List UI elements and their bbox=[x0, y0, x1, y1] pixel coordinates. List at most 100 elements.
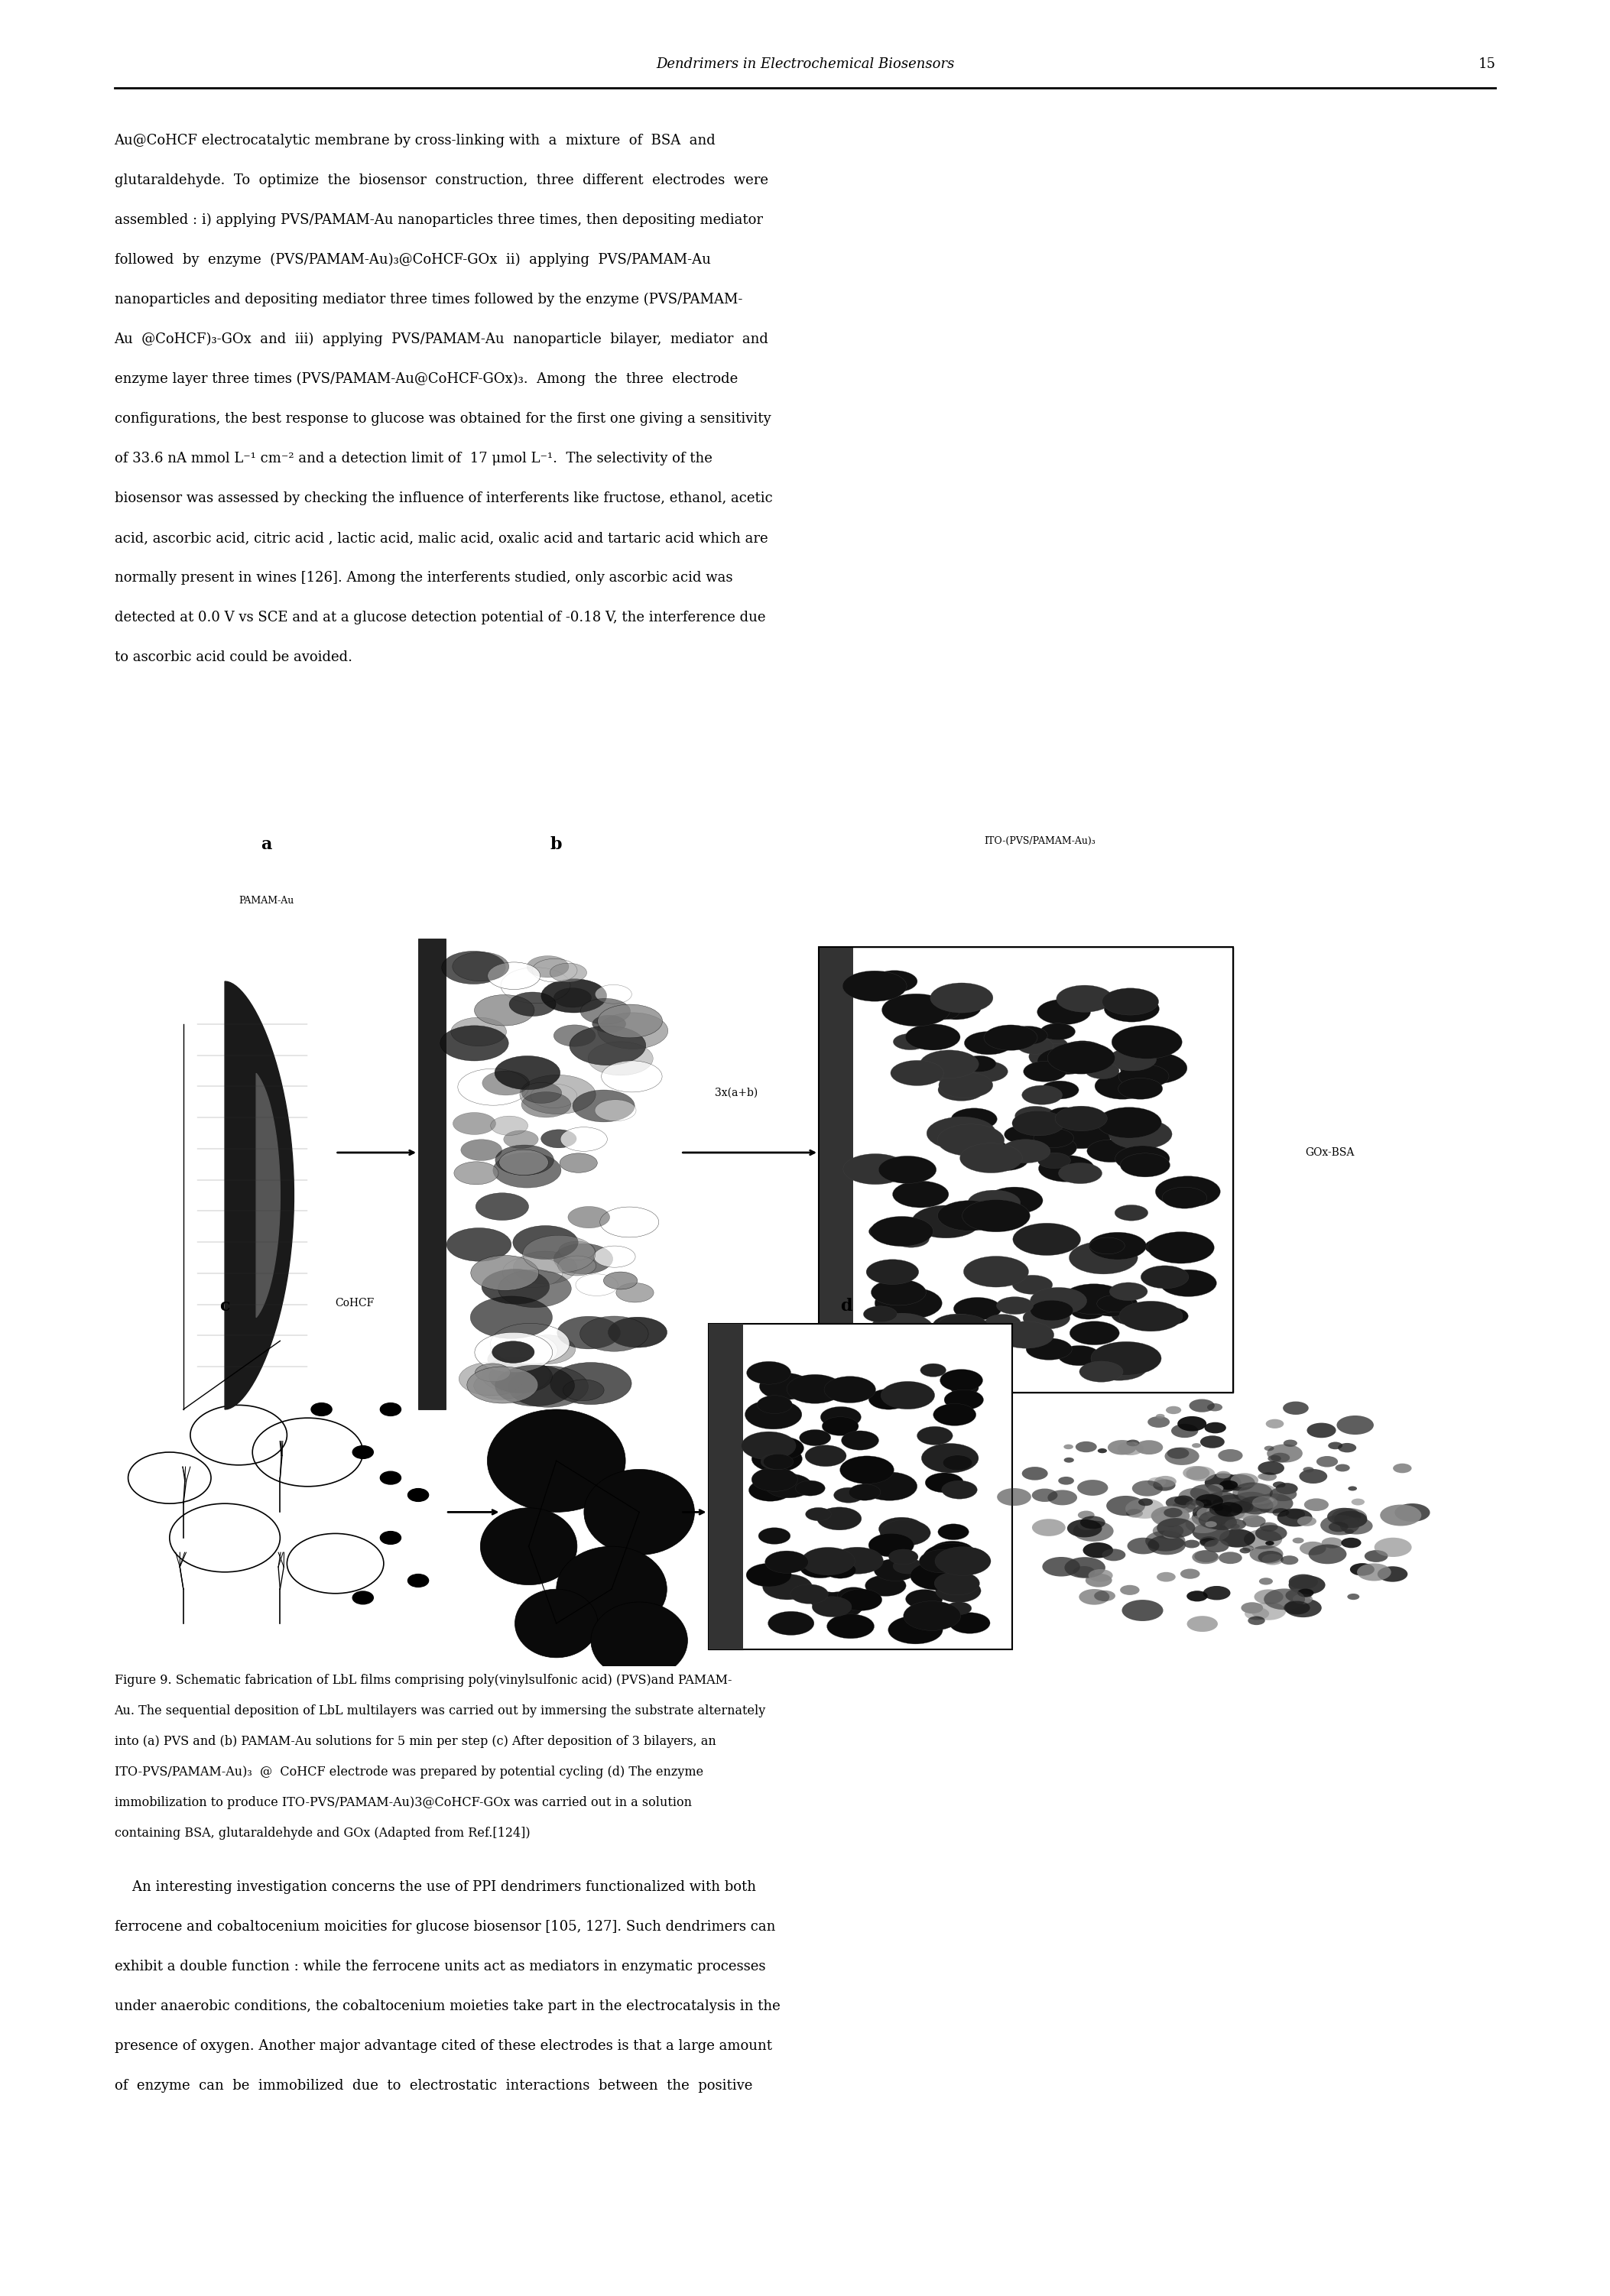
Ellipse shape bbox=[1109, 1118, 1172, 1150]
Ellipse shape bbox=[869, 1389, 908, 1410]
Ellipse shape bbox=[1104, 996, 1159, 1022]
Ellipse shape bbox=[795, 1481, 824, 1495]
Bar bbox=[819, 948, 853, 1391]
Text: CoHCF: CoHCF bbox=[335, 1297, 375, 1309]
Ellipse shape bbox=[916, 1564, 947, 1580]
Ellipse shape bbox=[1153, 1508, 1187, 1527]
Ellipse shape bbox=[1180, 1568, 1199, 1580]
Ellipse shape bbox=[1074, 1290, 1108, 1306]
Ellipse shape bbox=[1013, 1274, 1053, 1295]
Ellipse shape bbox=[1141, 1265, 1188, 1288]
Ellipse shape bbox=[499, 1150, 549, 1176]
Ellipse shape bbox=[998, 1322, 1055, 1348]
Ellipse shape bbox=[1243, 1515, 1265, 1527]
Ellipse shape bbox=[541, 978, 607, 1013]
Ellipse shape bbox=[559, 1242, 596, 1261]
Ellipse shape bbox=[1026, 1339, 1072, 1359]
Ellipse shape bbox=[1198, 1499, 1212, 1506]
Ellipse shape bbox=[871, 1217, 934, 1247]
Ellipse shape bbox=[1156, 1414, 1164, 1419]
Ellipse shape bbox=[531, 960, 578, 983]
Ellipse shape bbox=[1048, 1107, 1082, 1123]
Ellipse shape bbox=[1001, 1139, 1050, 1164]
Ellipse shape bbox=[452, 1114, 496, 1134]
Ellipse shape bbox=[1032, 1520, 1066, 1536]
Ellipse shape bbox=[1059, 1040, 1106, 1063]
Ellipse shape bbox=[905, 1589, 942, 1609]
Ellipse shape bbox=[481, 1270, 549, 1304]
Ellipse shape bbox=[805, 1508, 831, 1520]
Ellipse shape bbox=[1090, 1238, 1125, 1254]
Ellipse shape bbox=[1285, 1589, 1312, 1603]
Ellipse shape bbox=[1148, 1536, 1185, 1554]
Ellipse shape bbox=[935, 1548, 990, 1575]
Ellipse shape bbox=[1183, 1465, 1209, 1481]
Ellipse shape bbox=[1156, 1573, 1175, 1582]
Ellipse shape bbox=[353, 1446, 374, 1458]
Ellipse shape bbox=[1040, 1081, 1079, 1100]
Text: An interesting investigation concerns the use of PPI dendrimers functionalized w: An interesting investigation concerns th… bbox=[114, 1880, 755, 1894]
Ellipse shape bbox=[1196, 1495, 1224, 1508]
Bar bbox=[419, 939, 446, 1410]
Ellipse shape bbox=[1185, 1515, 1220, 1534]
Ellipse shape bbox=[1177, 1417, 1206, 1430]
Ellipse shape bbox=[881, 1382, 935, 1410]
Ellipse shape bbox=[805, 1444, 847, 1467]
Ellipse shape bbox=[1174, 1495, 1193, 1506]
Ellipse shape bbox=[604, 1272, 638, 1290]
Ellipse shape bbox=[454, 1162, 499, 1185]
Text: acid, ascorbic acid, citric acid , lactic acid, malic acid, oxalic acid and tart: acid, ascorbic acid, citric acid , lacti… bbox=[114, 530, 768, 544]
Ellipse shape bbox=[894, 1559, 923, 1573]
Ellipse shape bbox=[1121, 1584, 1140, 1596]
Ellipse shape bbox=[609, 1318, 667, 1348]
Text: b: b bbox=[551, 836, 562, 852]
Ellipse shape bbox=[1075, 1442, 1096, 1453]
Ellipse shape bbox=[1164, 1446, 1199, 1465]
Ellipse shape bbox=[752, 1446, 802, 1472]
Ellipse shape bbox=[800, 1557, 840, 1577]
Ellipse shape bbox=[1232, 1492, 1270, 1513]
Ellipse shape bbox=[520, 1075, 596, 1114]
Ellipse shape bbox=[1228, 1511, 1245, 1518]
Ellipse shape bbox=[1125, 1508, 1143, 1518]
Ellipse shape bbox=[1320, 1515, 1359, 1536]
Text: presence of oxygen. Another major advantage cited of these electrodes is that a : presence of oxygen. Another major advant… bbox=[114, 2039, 771, 2053]
Text: Au@CoHCF electrocatalytic membrane by cross-linking with  a  mixture  of  BSA  a: Au@CoHCF electrocatalytic membrane by cr… bbox=[114, 133, 716, 147]
Ellipse shape bbox=[1322, 1538, 1343, 1548]
Ellipse shape bbox=[1145, 1238, 1180, 1256]
Text: PAMAM-Au: PAMAM-Au bbox=[238, 895, 295, 905]
Ellipse shape bbox=[522, 1093, 572, 1118]
Ellipse shape bbox=[873, 1329, 913, 1348]
Text: immobilization to produce ITO-PVS/PAMAM-Au)3@CoHCF-GOx was carried out in a solu: immobilization to produce ITO-PVS/PAMAM-… bbox=[114, 1795, 691, 1809]
Ellipse shape bbox=[1208, 1483, 1224, 1492]
Text: of  enzyme  can  be  immobilized  due  to  electrostatic  interactions  between : of enzyme can be immobilized due to elec… bbox=[114, 2078, 752, 2092]
Ellipse shape bbox=[1208, 1506, 1227, 1515]
Ellipse shape bbox=[1095, 1591, 1116, 1600]
Bar bbox=[819, 948, 853, 1391]
Ellipse shape bbox=[489, 1359, 552, 1394]
Ellipse shape bbox=[502, 1256, 562, 1288]
Ellipse shape bbox=[1298, 1515, 1317, 1527]
Ellipse shape bbox=[1309, 1545, 1346, 1564]
Ellipse shape bbox=[871, 1279, 926, 1306]
Ellipse shape bbox=[597, 1003, 662, 1038]
Ellipse shape bbox=[440, 1026, 509, 1061]
Ellipse shape bbox=[594, 1247, 636, 1267]
Ellipse shape bbox=[1208, 1515, 1236, 1529]
Ellipse shape bbox=[747, 1362, 791, 1384]
Ellipse shape bbox=[768, 1612, 815, 1635]
Ellipse shape bbox=[890, 1061, 943, 1086]
Ellipse shape bbox=[926, 1575, 953, 1589]
Ellipse shape bbox=[763, 1453, 794, 1469]
Ellipse shape bbox=[1193, 1504, 1228, 1522]
Text: followed  by  enzyme  (PVS/PAMAM-Au)₃@CoHCF-GOx  ii)  applying  PVS/PAMAM-Au: followed by enzyme (PVS/PAMAM-Au)₃@CoHCF… bbox=[114, 253, 710, 266]
Ellipse shape bbox=[1233, 1483, 1274, 1504]
Ellipse shape bbox=[1048, 1042, 1116, 1075]
Ellipse shape bbox=[1277, 1508, 1312, 1527]
Ellipse shape bbox=[531, 1084, 576, 1109]
Ellipse shape bbox=[1304, 1499, 1328, 1511]
Text: containing BSA, glutaraldehyde and GOx (Adapted from Ref.[124]): containing BSA, glutaraldehyde and GOx (… bbox=[114, 1828, 530, 1839]
Ellipse shape bbox=[758, 1437, 803, 1460]
Ellipse shape bbox=[1307, 1424, 1336, 1437]
Ellipse shape bbox=[1204, 1474, 1241, 1492]
